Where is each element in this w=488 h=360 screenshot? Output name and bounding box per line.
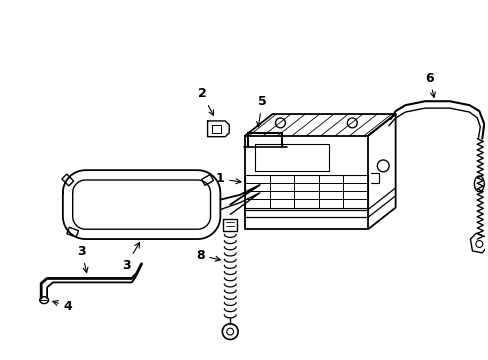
Text: 2: 2 xyxy=(197,87,213,116)
Text: 3: 3 xyxy=(122,243,139,271)
Bar xyxy=(201,175,213,185)
Text: 5: 5 xyxy=(256,95,266,127)
Text: 3: 3 xyxy=(78,245,88,273)
Bar xyxy=(67,227,79,237)
Circle shape xyxy=(346,118,357,128)
Text: 4: 4 xyxy=(53,300,72,313)
Text: 8: 8 xyxy=(195,249,220,262)
Text: 1: 1 xyxy=(215,172,241,185)
Text: 6: 6 xyxy=(424,72,434,97)
Text: 7: 7 xyxy=(0,359,1,360)
Bar xyxy=(61,174,74,186)
Circle shape xyxy=(275,118,285,128)
Ellipse shape xyxy=(40,297,48,303)
Ellipse shape xyxy=(473,176,483,192)
